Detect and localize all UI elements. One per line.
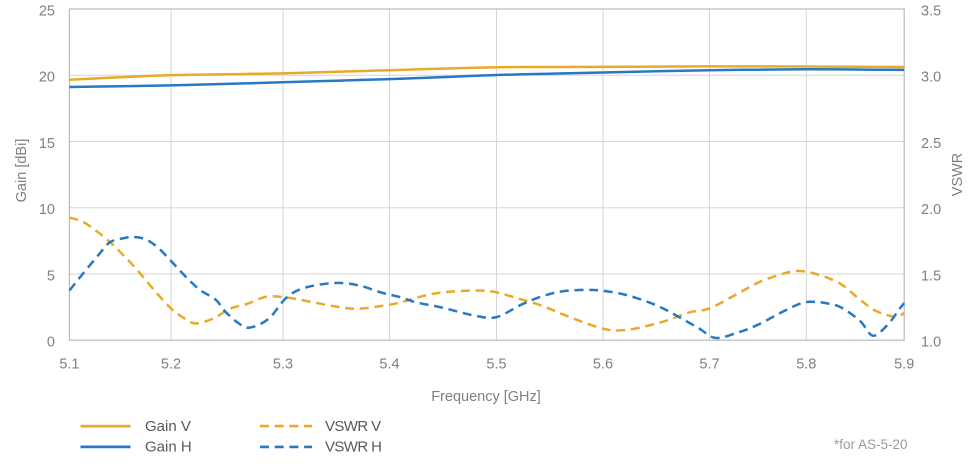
svg-text:3.5: 3.5 bbox=[921, 4, 941, 20]
svg-text:2.5: 2.5 bbox=[921, 136, 941, 152]
svg-text:1.5: 1.5 bbox=[921, 269, 941, 285]
svg-text:Gain H: Gain H bbox=[145, 439, 192, 456]
svg-text:*for AS-5-20: *for AS-5-20 bbox=[834, 437, 908, 452]
svg-text:20: 20 bbox=[39, 70, 55, 86]
svg-text:5.5: 5.5 bbox=[486, 357, 506, 373]
svg-text:1.0: 1.0 bbox=[921, 335, 941, 351]
svg-text:Gain V: Gain V bbox=[145, 418, 191, 435]
svg-text:5.3: 5.3 bbox=[273, 357, 293, 373]
svg-text:VSWR H: VSWR H bbox=[325, 439, 381, 456]
svg-text:5.8: 5.8 bbox=[796, 357, 816, 373]
svg-text:VSWR: VSWR bbox=[950, 153, 966, 197]
svg-text:VSWR V: VSWR V bbox=[325, 418, 381, 435]
svg-text:0: 0 bbox=[47, 335, 55, 351]
svg-text:3.0: 3.0 bbox=[921, 70, 941, 86]
svg-text:Frequency [GHz]: Frequency [GHz] bbox=[431, 389, 541, 405]
svg-text:5.2: 5.2 bbox=[161, 357, 181, 373]
svg-text:5.4: 5.4 bbox=[379, 357, 399, 373]
svg-text:2.0: 2.0 bbox=[921, 202, 941, 218]
svg-text:5.1: 5.1 bbox=[59, 357, 79, 373]
svg-text:10: 10 bbox=[39, 202, 55, 218]
svg-text:5: 5 bbox=[47, 269, 55, 285]
svg-text:5.6: 5.6 bbox=[593, 357, 613, 373]
svg-text:5.9: 5.9 bbox=[894, 357, 914, 373]
svg-text:5.7: 5.7 bbox=[699, 357, 719, 373]
svg-text:15: 15 bbox=[39, 136, 55, 152]
svg-text:Gain [dBi]: Gain [dBi] bbox=[14, 139, 30, 203]
svg-text:25: 25 bbox=[39, 4, 55, 20]
